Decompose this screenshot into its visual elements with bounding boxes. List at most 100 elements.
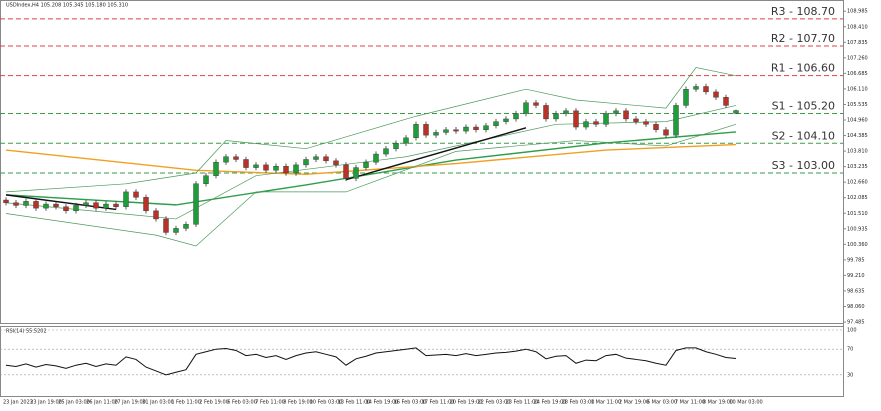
x-tick-label: 8 Feb 19:00	[283, 400, 313, 406]
candle-body	[253, 164, 259, 168]
x-tick-label: 16 Feb 03:00	[394, 400, 427, 406]
y-tick-label: 98.635	[847, 288, 865, 294]
candle-body	[573, 110, 579, 128]
candle-body	[313, 156, 319, 160]
overlay-line	[5, 143, 737, 176]
candle-body	[103, 203, 109, 209]
candle-body	[203, 175, 209, 184]
candle-body	[733, 110, 739, 114]
candle-body	[153, 210, 159, 220]
candle-body	[283, 166, 289, 174]
x-tick-label: 23 Feb 11:00	[506, 400, 539, 406]
candle-body	[3, 199, 9, 203]
candle-body	[73, 205, 79, 212]
overlay-line	[5, 67, 737, 193]
candle-body	[13, 202, 19, 206]
x-tick-label: 6 Feb 03:00	[227, 400, 257, 406]
candle-body	[303, 159, 309, 166]
y-tick-label: 107.835	[847, 40, 868, 46]
candle-body	[453, 129, 459, 132]
candle-body	[223, 156, 229, 163]
candle-body	[33, 201, 39, 209]
x-tick-label: 2 Feb 19:00	[199, 400, 229, 406]
y-tick-label: 108.985	[847, 9, 868, 15]
y-tick-label: 99.210	[847, 273, 865, 279]
x-tick-label: 8 Mar 19:00	[703, 400, 733, 406]
x-tick-label: 1 Feb 11:00	[171, 400, 201, 406]
candle-body	[493, 121, 499, 126]
x-tick-label: 23 Jan 2023	[3, 400, 33, 406]
candle-body	[393, 143, 399, 149]
candle-body	[53, 203, 59, 207]
candle-body	[403, 137, 409, 144]
rsi-panel-border	[0, 326, 844, 397]
candle-body	[693, 86, 699, 90]
candle-body	[83, 202, 89, 206]
level-label: R3 - 108.70	[771, 5, 835, 18]
candle-body	[613, 110, 619, 114]
candle-body	[93, 202, 99, 209]
candle-body	[353, 167, 359, 179]
x-tick-label: 7 Mar 11:00	[675, 400, 705, 406]
y-tick-label: 106.110	[847, 86, 868, 92]
candle-body	[483, 125, 489, 130]
candle-body	[293, 164, 299, 174]
x-tick-label: 31 Jan 03:00	[142, 400, 174, 406]
x-tick-label: 7 Feb 11:00	[255, 400, 285, 406]
x-tick-label: 13 Feb 11:00	[338, 400, 371, 406]
candle-body	[193, 183, 199, 225]
y-tick-label: 97.485	[847, 320, 865, 326]
candle-body	[323, 156, 329, 162]
y-tick-label: 106.685	[847, 71, 868, 77]
candle-body	[663, 129, 669, 136]
candle-body	[123, 191, 129, 207]
candle-body	[383, 148, 389, 155]
y-tick-label: 99.785	[847, 257, 865, 263]
x-tick-label: 10 Mar 03:00	[729, 400, 762, 406]
rsi-line	[5, 347, 737, 376]
candle-body	[533, 102, 539, 106]
level-label: R1 - 106.60	[771, 62, 835, 75]
candle-body	[433, 132, 439, 136]
candle-body	[623, 110, 629, 120]
candle-body	[673, 105, 679, 136]
candle-body	[563, 110, 569, 114]
candle-body	[43, 203, 49, 209]
candle-body	[633, 118, 639, 122]
overlay-line	[5, 105, 737, 220]
x-tick-label: 27 Jan 19:00	[114, 400, 146, 406]
y-tick-label: 102.085	[847, 195, 868, 201]
x-tick-label: 28 Feb 03:00	[562, 400, 595, 406]
candle-body	[513, 113, 519, 120]
candle-body	[143, 197, 149, 212]
candle-body	[213, 161, 219, 176]
level-label: R2 - 107.70	[771, 32, 835, 45]
candle-body	[553, 113, 559, 120]
overlay-line	[5, 194, 117, 211]
candle-body	[523, 102, 529, 114]
y-tick-label: 103.235	[847, 164, 868, 170]
candle-body	[543, 105, 549, 120]
level-label: S2 - 104.10	[772, 129, 835, 142]
candle-body	[603, 113, 609, 125]
x-tick-label: 10 Feb 03:00	[310, 400, 343, 406]
candle-body	[333, 160, 339, 166]
candle-body	[173, 228, 179, 233]
y-tick-label: 105.535	[847, 102, 868, 108]
chart-title: USDIndex,H4 105.208 105.345 105.180 105.…	[6, 3, 128, 9]
candle-body	[593, 121, 599, 125]
candle-body	[183, 224, 189, 229]
candle-body	[683, 88, 689, 106]
rsi-tick-label: 100	[847, 328, 857, 334]
x-tick-label: 23 Jan 19:00	[30, 400, 62, 406]
level-label: S1 - 105.20	[772, 100, 835, 113]
candle-body	[653, 124, 659, 130]
candle-body	[23, 201, 29, 206]
rsi-label: RSI(14) 55.5202	[6, 329, 47, 335]
candle-body	[373, 153, 379, 163]
x-tick-label: 26 Jan 11:00	[86, 400, 118, 406]
candle-body	[723, 97, 729, 106]
